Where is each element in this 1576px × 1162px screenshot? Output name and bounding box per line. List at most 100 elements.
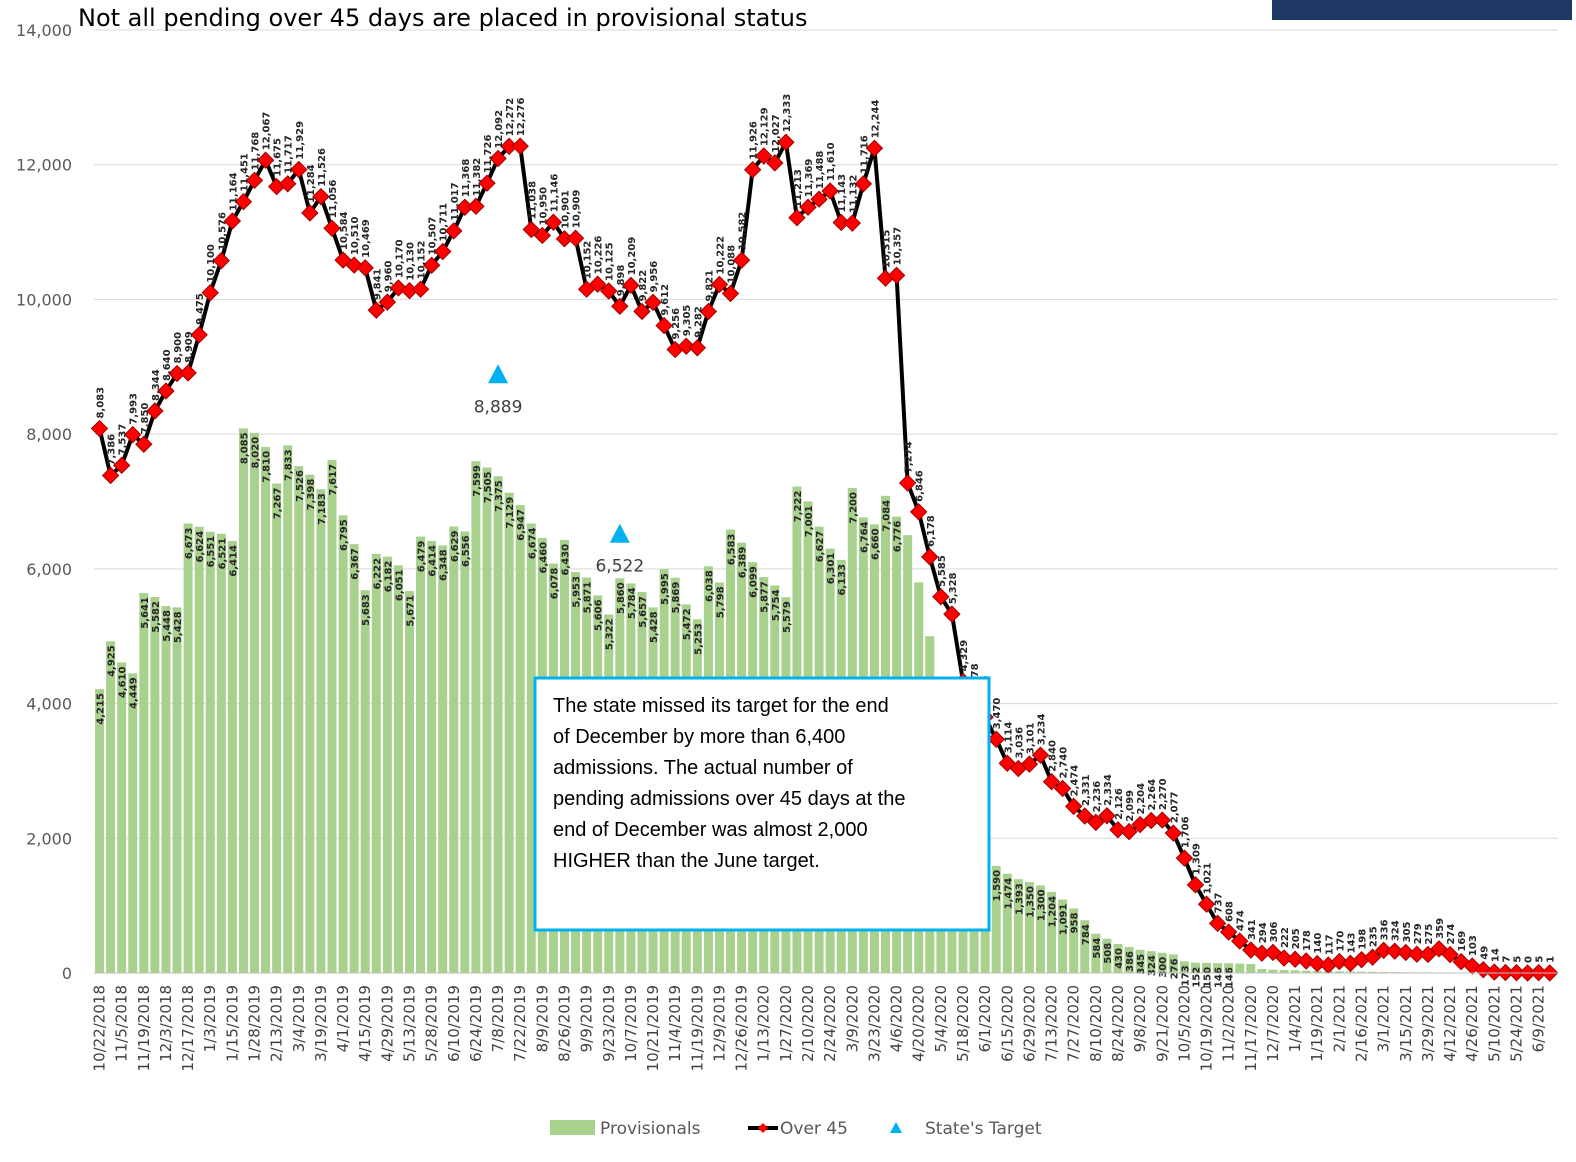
bar-value-label: 5,869 — [671, 582, 682, 614]
line-marker — [245, 171, 264, 190]
bar-value-label: 7,084 — [882, 500, 893, 532]
x-tick-label: 4/20/2020 — [910, 985, 928, 1062]
line-marker — [290, 160, 308, 179]
line-value-label: 10,584 — [339, 211, 350, 250]
bar-value-label: 7,267 — [273, 487, 284, 519]
x-tick-label: 5/10/2021 — [1485, 985, 1503, 1062]
line-value-label: 11,610 — [826, 142, 837, 181]
x-tick-label: 12/3/2018 — [157, 985, 175, 1062]
line-value-label: 235 — [1369, 926, 1380, 947]
x-tick-label: 2/1/2021 — [1330, 985, 1348, 1052]
line-value-label: 12,244 — [870, 100, 881, 139]
line-marker — [1430, 940, 1448, 958]
bar — [294, 466, 304, 973]
bar — [272, 483, 282, 973]
line-marker — [943, 605, 961, 623]
line-value-label: 9,475 — [195, 293, 206, 325]
line-value-label: 103 — [1468, 935, 1479, 956]
y-tick-label: 12,000 — [16, 156, 72, 175]
line-value-label: 3,470 — [992, 698, 1003, 730]
bar-value-label: 5,784 — [627, 587, 638, 619]
line-value-label: 117 — [1324, 934, 1335, 955]
x-tick-label: 3/9/2020 — [843, 985, 861, 1052]
bar-value-label: 6,460 — [538, 542, 549, 574]
line-value-label: 49 — [1479, 946, 1490, 960]
bar-value-label: 6,556 — [461, 535, 472, 567]
line-value-label: 12,276 — [516, 97, 527, 136]
bar-value-label: 1,350 — [1025, 886, 1036, 918]
line-value-label: 8,640 — [162, 349, 173, 381]
bar — [227, 540, 237, 973]
line-value-label: 10,088 — [727, 245, 738, 284]
line-marker — [135, 435, 153, 453]
x-tick-label: 11/19/2019 — [688, 985, 706, 1071]
bar-value-label: 7,001 — [804, 505, 815, 537]
line-value-label: 5 — [1535, 956, 1546, 963]
line-marker — [323, 219, 341, 238]
line-value-label: 6,846 — [915, 470, 926, 502]
line-value-label: 10,469 — [361, 219, 372, 258]
line-value-label: 10,226 — [594, 236, 605, 275]
line-marker — [1330, 952, 1349, 971]
line-value-label: 12,027 — [771, 114, 782, 153]
x-tick-label: 2/10/2020 — [799, 985, 817, 1062]
bar-value-label: 1,393 — [1014, 883, 1025, 915]
line-value-label: 10,100 — [206, 244, 217, 283]
bar — [1279, 969, 1289, 973]
bar-value-label: 5,657 — [638, 596, 649, 628]
x-tick-label: 4/26/2021 — [1463, 985, 1481, 1062]
bar-value-label: 5,877 — [760, 581, 771, 613]
line-marker — [588, 275, 607, 293]
bar-value-label: 6,947 — [516, 509, 527, 541]
bar — [1301, 970, 1311, 973]
line-marker — [1042, 772, 1061, 791]
target-label: 8,889 — [474, 397, 523, 417]
line-marker — [921, 548, 939, 566]
bar-value-label: 1,091 — [1059, 903, 1070, 935]
bar-value-label: 7,200 — [848, 492, 859, 524]
line-value-label: 10,152 — [583, 241, 594, 280]
line-marker — [1419, 945, 1437, 964]
line-value-label: 205 — [1291, 928, 1302, 949]
line-marker — [1452, 952, 1470, 971]
bar — [238, 428, 248, 974]
line-value-label: 9,256 — [671, 308, 682, 340]
bar-value-label: 7,526 — [295, 470, 306, 502]
line-marker — [124, 425, 142, 444]
x-tick-label: 3/15/2021 — [1397, 985, 1415, 1062]
line-value-label: 9,282 — [693, 306, 704, 338]
x-tick-label: 5/24/2021 — [1507, 985, 1525, 1062]
bar — [1368, 971, 1378, 973]
bar — [393, 565, 403, 973]
annotation-text: The state missed its target for the end — [553, 695, 889, 717]
bar — [482, 467, 492, 973]
bar-value-label: 6,099 — [749, 566, 760, 598]
line-value-label: 1,706 — [1180, 816, 1191, 848]
bar-value-label: 6,078 — [549, 568, 560, 600]
line-value-label: 11,056 — [328, 180, 339, 219]
x-tick-label: 2/13/2019 — [268, 985, 286, 1062]
bar-value-label: 345 — [1136, 954, 1147, 975]
y-tick-label: 2,000 — [26, 829, 72, 848]
line-value-label: 2,270 — [1158, 778, 1169, 810]
bar-value-label: 6,776 — [893, 521, 904, 553]
line-marker — [1286, 950, 1304, 968]
line-value-label: 170 — [1335, 931, 1346, 952]
line-marker — [367, 301, 385, 319]
line-marker — [1109, 821, 1127, 839]
line-value-label: 10,357 — [893, 227, 904, 266]
bar-value-label: 1,474 — [1003, 878, 1014, 910]
line-value-label: 336 — [1380, 919, 1391, 940]
line-value-label: 11,929 — [295, 121, 306, 160]
bar — [471, 461, 481, 973]
line-value-label: 7,537 — [118, 424, 129, 456]
x-tick-label: 5/13/2019 — [400, 985, 418, 1062]
line-marker — [1474, 960, 1492, 979]
line-value-label: 8,344 — [151, 369, 162, 401]
line-marker — [1076, 807, 1094, 825]
line-value-label: 10,152 — [417, 241, 428, 280]
bar-value-label: 6,430 — [560, 544, 571, 576]
line-value-label: 9,960 — [383, 260, 394, 292]
bar — [128, 673, 138, 973]
line-marker — [777, 133, 795, 151]
